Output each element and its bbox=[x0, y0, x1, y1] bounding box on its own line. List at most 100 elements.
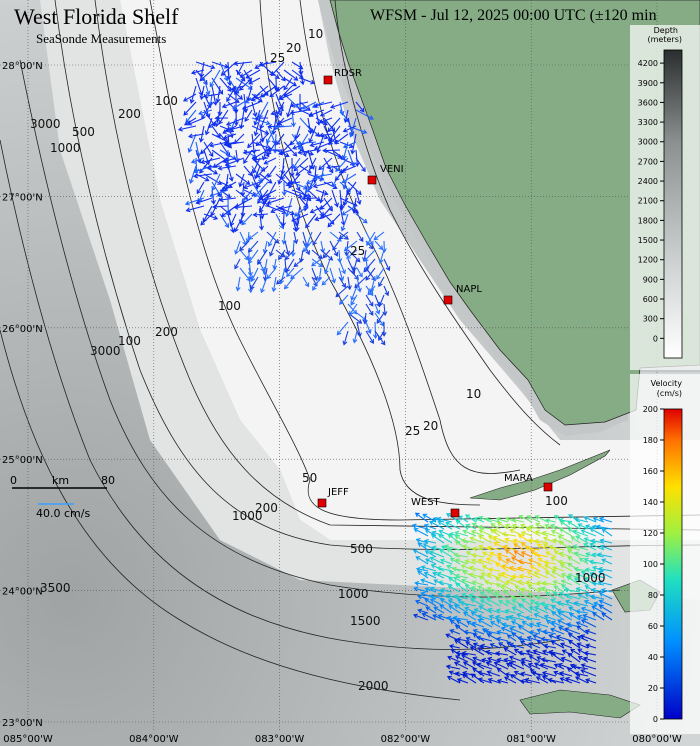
vector-arrow bbox=[437, 534, 453, 544]
contour-label: 100 bbox=[545, 494, 568, 508]
vector-arrow bbox=[355, 101, 365, 113]
vector-arrow bbox=[524, 615, 541, 621]
contour-label: 100 bbox=[118, 334, 141, 348]
vector-arrow bbox=[365, 267, 376, 281]
vector-arrow bbox=[524, 677, 541, 684]
vector-arrow bbox=[462, 529, 477, 537]
vector-arrow bbox=[462, 661, 477, 670]
vector-arrow bbox=[270, 61, 285, 77]
vector-arrow bbox=[315, 117, 328, 126]
vector-arrow bbox=[342, 330, 349, 346]
vector-arrow bbox=[222, 157, 237, 164]
vector-arrow bbox=[537, 587, 549, 593]
vector-arrow bbox=[378, 249, 385, 264]
vector-arrow bbox=[460, 538, 477, 544]
vector-arrow bbox=[477, 614, 493, 621]
vector-arrow bbox=[233, 109, 239, 127]
vector-arrow bbox=[511, 606, 525, 614]
vector-arrow bbox=[250, 276, 259, 290]
vector-arrow bbox=[582, 656, 597, 663]
vector-arrow bbox=[274, 101, 285, 119]
vector-arrow bbox=[544, 571, 557, 579]
vector-arrow bbox=[504, 537, 517, 544]
vector-arrow bbox=[528, 538, 541, 544]
contour-label: 3500 bbox=[40, 581, 71, 595]
vector-arrow bbox=[448, 644, 461, 650]
vector-arrow bbox=[436, 565, 453, 572]
vector-arrow bbox=[413, 586, 429, 593]
vector-arrow bbox=[544, 523, 557, 530]
vector-arrow bbox=[517, 534, 533, 544]
vector-arrow bbox=[432, 571, 445, 579]
vector-arrow bbox=[504, 549, 517, 558]
vector-arrow bbox=[224, 125, 245, 133]
contour-label: 1000 bbox=[232, 509, 263, 523]
contour-label: 10 bbox=[308, 27, 323, 41]
vector-arrow bbox=[266, 267, 277, 280]
vector-arrow bbox=[572, 529, 589, 537]
vector-arrow bbox=[520, 640, 533, 649]
vector-arrow bbox=[340, 213, 349, 232]
vector-arrow bbox=[501, 564, 517, 572]
vector-arrow bbox=[570, 648, 581, 656]
vector-arrow bbox=[290, 240, 296, 257]
vector-arrow bbox=[580, 634, 597, 642]
vector-arrow bbox=[532, 551, 549, 558]
vector-arrow bbox=[449, 629, 461, 635]
vector-arrow bbox=[273, 124, 293, 130]
vector-arrow bbox=[251, 117, 271, 126]
colorbar-tick-label: 300 bbox=[643, 315, 658, 324]
vector-arrow bbox=[541, 530, 557, 537]
vector-arrow bbox=[496, 619, 509, 628]
vector-arrow bbox=[280, 165, 293, 180]
vector-arrow bbox=[540, 636, 557, 642]
graticule bbox=[0, 0, 658, 730]
vector-arrow bbox=[583, 543, 597, 551]
vector-arrow bbox=[221, 101, 237, 109]
vector-arrow bbox=[542, 629, 557, 635]
vector-arrow bbox=[341, 141, 349, 160]
vector-arrow bbox=[567, 549, 581, 558]
colorbar-title: Velocity bbox=[651, 379, 683, 388]
colorbar-tick-label: 40 bbox=[648, 653, 658, 662]
vector-arrow bbox=[470, 529, 485, 537]
vector-arrow bbox=[343, 240, 358, 252]
vector-arrow bbox=[568, 613, 581, 621]
vector-arrow bbox=[497, 572, 509, 579]
vector-arrow bbox=[271, 276, 277, 293]
vector-arrow bbox=[550, 620, 565, 628]
vector-arrow bbox=[561, 649, 573, 656]
vector-arrow bbox=[356, 321, 362, 338]
vector-arrow bbox=[540, 586, 557, 593]
vector-arrow bbox=[284, 240, 291, 256]
vector-arrow bbox=[479, 591, 493, 600]
vector-arrow bbox=[572, 544, 589, 551]
vector-arrow bbox=[513, 550, 525, 558]
contour-label: 10 bbox=[466, 387, 481, 401]
vector-arrow bbox=[454, 671, 469, 677]
vector-arrow bbox=[200, 213, 213, 226]
vector-arrow bbox=[346, 276, 352, 291]
vector-arrow bbox=[352, 330, 358, 344]
colorbar-tick-label: 3000 bbox=[638, 138, 658, 147]
vector-arrow bbox=[465, 636, 477, 642]
vector-arrow bbox=[487, 656, 501, 663]
vector-arrow bbox=[195, 149, 202, 164]
vector-arrow bbox=[518, 514, 533, 523]
vector-arrow bbox=[233, 61, 253, 67]
vector-arrow bbox=[527, 584, 541, 593]
vector-arrow bbox=[424, 550, 437, 558]
station-label: JEFF bbox=[327, 487, 349, 498]
vector-arrow bbox=[295, 165, 309, 176]
longitude-label: 081°00'W bbox=[506, 734, 556, 745]
vector-arrow bbox=[443, 544, 461, 551]
vector-arrow bbox=[365, 321, 372, 335]
vector-arrow bbox=[346, 181, 357, 196]
vector-arrow bbox=[259, 109, 269, 130]
vector-arrow bbox=[350, 294, 358, 306]
vector-arrow bbox=[496, 678, 509, 684]
vector-arrow bbox=[311, 258, 324, 268]
vector-arrow bbox=[505, 580, 517, 586]
vector-arrow bbox=[573, 600, 589, 607]
vector-arrow bbox=[542, 536, 557, 544]
